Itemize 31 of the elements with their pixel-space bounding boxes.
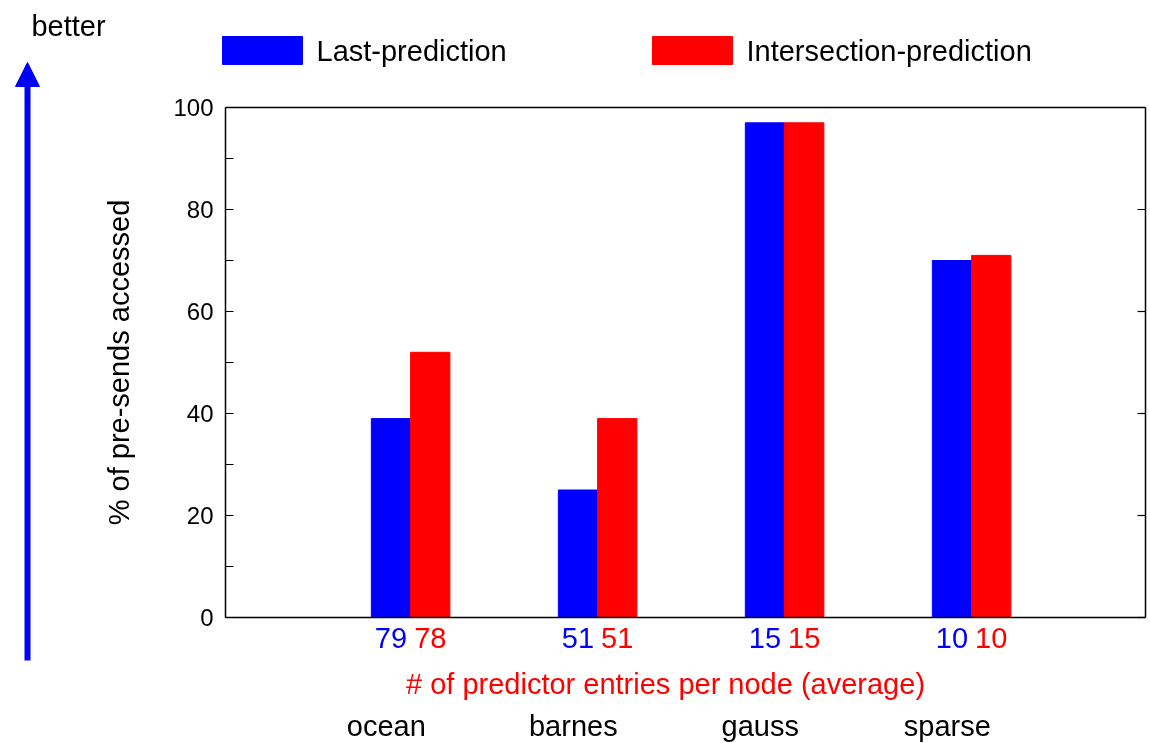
text: 15: [788, 621, 821, 654]
y-tick-label: 60: [186, 298, 214, 325]
x-tick-label: barnes: [528, 709, 618, 742]
bar: [744, 122, 786, 618]
text: 15: [748, 621, 782, 654]
bar: [370, 418, 412, 618]
bar: [597, 418, 638, 618]
bar: [557, 489, 599, 618]
y-tick-label: 80: [186, 196, 214, 223]
y-axis-title: % of pre-sends accessed: [102, 199, 135, 526]
bar: [410, 351, 451, 618]
bar: [931, 260, 973, 618]
text: better: [31, 9, 106, 42]
x-axis-title: # of predictor entries per node (average): [405, 667, 926, 700]
text: 51: [601, 621, 634, 654]
y-tick-label: 0: [200, 604, 214, 631]
y-tick-label: 20: [186, 502, 214, 529]
x-tick-label: ocean: [346, 709, 426, 742]
text: 78: [414, 621, 447, 654]
legend-label: Intersection-prediction: [746, 34, 1032, 67]
x-tick-label: gauss: [721, 709, 799, 742]
text: 51: [561, 621, 595, 654]
bar: [971, 254, 1012, 618]
x-tick-label: sparse: [903, 709, 991, 742]
text: 79: [374, 621, 408, 654]
legend-label: Last-prediction: [316, 34, 507, 67]
y-tick-label: 40: [186, 400, 214, 427]
bar: [784, 122, 825, 618]
text: 10: [975, 621, 1008, 654]
y-tick-label: 100: [173, 94, 214, 121]
text: 10: [935, 621, 969, 654]
